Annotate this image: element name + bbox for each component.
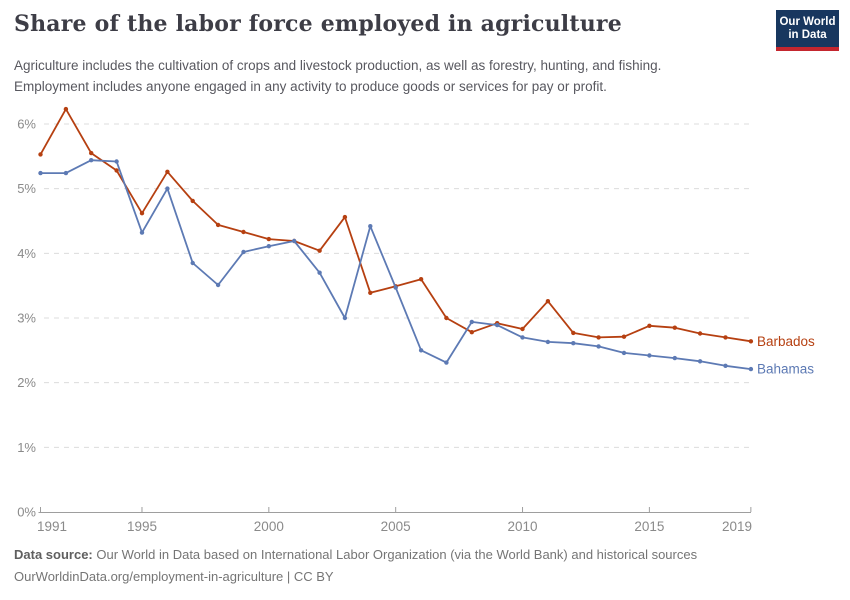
- data-point: [139, 230, 145, 235]
- data-point: [647, 353, 652, 358]
- x-tick-label: 2015: [634, 519, 664, 534]
- chart-footer: Data source: Our World in Data based on …: [14, 544, 697, 588]
- data-point: [571, 341, 576, 346]
- data-point: [495, 322, 500, 328]
- data-point: [418, 348, 424, 353]
- data-point: [469, 319, 474, 325]
- data-point: [748, 366, 754, 372]
- data-point: [114, 159, 119, 164]
- y-tick-label: 2%: [17, 375, 36, 390]
- chart-subtitle-line2: Employment includes anyone engaged in an…: [14, 79, 607, 94]
- footer-license-line: OurWorldinData.org/employment-in-agricul…: [14, 569, 334, 584]
- data-point: [368, 290, 373, 295]
- data-point: [723, 363, 728, 368]
- data-point: [444, 315, 449, 321]
- series-line-bahamas: [39, 159, 752, 370]
- chart-subtitle: Agriculture includes the cultivation of …: [14, 55, 661, 97]
- data-point: [596, 344, 601, 349]
- series-end-label-bahamas: Bahamas: [757, 362, 814, 377]
- data-point: [723, 335, 728, 340]
- data-point: [393, 285, 398, 290]
- data-point: [317, 248, 322, 253]
- data-point: [292, 238, 297, 244]
- data-point: [190, 198, 195, 204]
- owid-logo-line2: in Data: [788, 29, 827, 41]
- x-tick-label: 1991: [37, 519, 67, 534]
- y-tick-label: 3%: [17, 310, 36, 325]
- x-tick-label: 2019: [722, 519, 752, 534]
- data-point: [266, 236, 271, 242]
- data-source-label: Data source:: [14, 547, 93, 562]
- data-source-text: Our World in Data based on International…: [92, 547, 698, 562]
- data-point: [63, 170, 69, 176]
- data-point: [621, 350, 627, 356]
- data-point: [89, 150, 94, 156]
- data-point: [317, 270, 322, 275]
- data-point: [63, 106, 69, 112]
- y-tick-label: 4%: [17, 246, 36, 261]
- y-tick-label: 1%: [17, 440, 36, 455]
- series-end-label-barbados: Barbados: [757, 334, 815, 349]
- owid-logo-line1: Our World: [779, 16, 836, 28]
- data-point: [596, 335, 601, 340]
- data-point: [520, 326, 525, 332]
- data-point: [165, 169, 170, 174]
- owid-logo: Our World in Data: [776, 10, 839, 51]
- y-tick-label: 6%: [17, 116, 36, 131]
- data-point: [520, 335, 525, 340]
- data-point: [697, 359, 703, 364]
- data-point: [621, 334, 627, 339]
- data-point: [418, 277, 424, 282]
- data-point: [748, 339, 754, 344]
- data-point: [38, 152, 43, 157]
- page-title: Share of the labor force employed in agr…: [14, 11, 622, 37]
- data-point: [368, 224, 373, 229]
- data-point: [114, 168, 119, 173]
- x-tick-label: 2005: [381, 519, 411, 534]
- x-tick-label: 1995: [127, 519, 157, 534]
- data-point: [190, 260, 195, 266]
- data-point: [697, 331, 703, 336]
- data-point: [38, 170, 43, 176]
- data-point: [266, 244, 271, 249]
- y-tick-label: 0%: [17, 505, 36, 520]
- data-point: [89, 158, 94, 163]
- data-point: [545, 339, 551, 345]
- data-point: [672, 355, 677, 361]
- data-point: [342, 214, 348, 220]
- data-point: [165, 186, 170, 191]
- data-point: [241, 249, 246, 255]
- data-point: [444, 360, 449, 365]
- x-tick-label: 2000: [254, 519, 284, 534]
- data-point: [672, 325, 677, 330]
- data-point: [139, 211, 145, 216]
- data-point: [571, 330, 576, 336]
- data-point: [647, 323, 652, 328]
- x-tick-label: 2010: [508, 519, 538, 534]
- data-point: [469, 330, 474, 335]
- data-point: [241, 229, 246, 235]
- data-point: [215, 282, 221, 288]
- data-point: [545, 299, 551, 304]
- chart-subtitle-line1: Agriculture includes the cultivation of …: [14, 58, 662, 73]
- data-point: [215, 222, 221, 228]
- y-tick-label: 5%: [17, 181, 36, 196]
- data-point: [342, 315, 348, 321]
